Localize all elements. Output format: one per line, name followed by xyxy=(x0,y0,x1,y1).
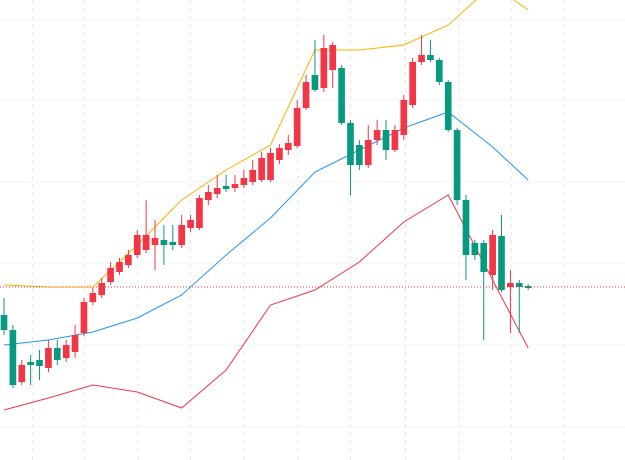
candle-body xyxy=(427,55,434,60)
candle-body xyxy=(98,283,106,295)
candle-body xyxy=(133,235,141,255)
candle-body xyxy=(53,348,61,360)
candle-body xyxy=(222,186,230,189)
candle-body xyxy=(435,60,443,82)
candle-body xyxy=(125,255,132,265)
candle-body xyxy=(205,192,212,200)
candle-body xyxy=(302,82,310,108)
candle-body xyxy=(418,55,425,62)
candle-body xyxy=(320,48,328,88)
candle-body xyxy=(18,365,26,382)
candle-body xyxy=(0,315,8,330)
candle-body xyxy=(471,243,479,255)
candle-body xyxy=(116,262,123,272)
candle-body xyxy=(284,143,292,150)
candle-body xyxy=(240,178,248,185)
candle-body xyxy=(462,200,470,255)
band-line xyxy=(3,0,529,288)
candle-body xyxy=(27,362,34,365)
candle-body xyxy=(107,268,114,282)
candle-body xyxy=(311,75,319,90)
candle-body xyxy=(89,293,97,302)
candle-body xyxy=(356,145,363,165)
candle-body xyxy=(258,158,265,180)
candle-body xyxy=(329,45,337,70)
candle-body xyxy=(347,123,354,165)
candle-body xyxy=(169,242,177,245)
candle-body xyxy=(453,130,461,200)
candle-body xyxy=(515,283,523,287)
candle-body xyxy=(142,235,150,250)
candle-body xyxy=(489,235,496,275)
candle-body xyxy=(187,220,194,228)
candle-body xyxy=(151,238,159,245)
candle-body xyxy=(45,348,52,368)
candle-body xyxy=(444,82,452,130)
candle-body xyxy=(480,243,488,272)
candle-body xyxy=(382,130,390,150)
candle-body xyxy=(71,335,79,352)
candle-body xyxy=(267,153,274,180)
candle-body xyxy=(373,130,381,140)
candle-body xyxy=(80,302,88,333)
candle-body xyxy=(196,198,203,228)
candle-body xyxy=(9,330,17,385)
candle-body xyxy=(62,345,70,358)
candle-body xyxy=(364,140,372,165)
candle-body xyxy=(391,130,399,150)
candle-body xyxy=(36,360,43,366)
candle-body xyxy=(249,170,257,182)
candle-body xyxy=(507,283,514,287)
candle-body xyxy=(400,100,408,135)
candle-body xyxy=(178,225,186,245)
candle-body xyxy=(293,108,301,146)
candle-body xyxy=(338,68,345,123)
candle-body xyxy=(498,236,505,290)
candle-body xyxy=(160,240,168,245)
candle-body xyxy=(213,188,221,194)
candle-body xyxy=(231,184,239,188)
candle-body xyxy=(276,148,283,160)
candle-body xyxy=(409,62,417,105)
band-line xyxy=(3,194,529,411)
